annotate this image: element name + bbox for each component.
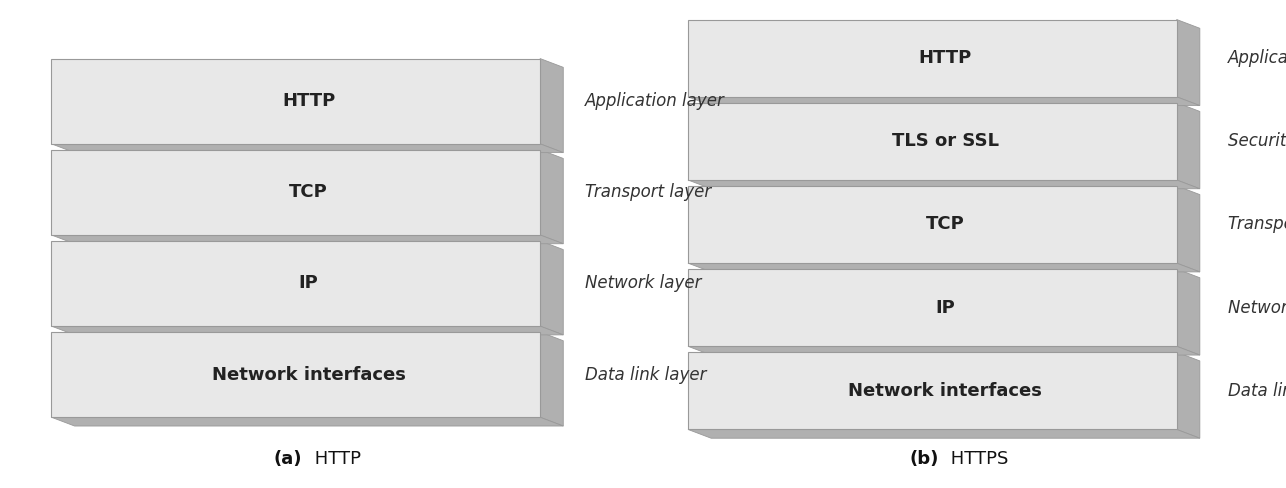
Text: Network interfaces: Network interfaces: [212, 366, 405, 384]
Polygon shape: [688, 97, 1200, 105]
Text: Security layer: Security layer: [1228, 132, 1286, 150]
Polygon shape: [688, 429, 1200, 438]
Polygon shape: [1177, 352, 1200, 438]
Bar: [688, 186, 1177, 263]
Text: TCP: TCP: [289, 183, 328, 202]
Text: HTTP: HTTP: [309, 450, 360, 468]
Polygon shape: [540, 241, 563, 335]
Text: HTTPS: HTTPS: [945, 450, 1008, 468]
Polygon shape: [688, 346, 1200, 355]
Polygon shape: [1177, 20, 1200, 105]
Polygon shape: [540, 59, 563, 153]
Polygon shape: [51, 417, 563, 426]
Polygon shape: [1177, 186, 1200, 272]
Text: IP: IP: [935, 299, 955, 317]
Polygon shape: [51, 235, 563, 244]
Bar: [51, 150, 540, 235]
Polygon shape: [688, 263, 1200, 272]
Text: Transport layer: Transport layer: [585, 183, 711, 202]
Text: TLS or SSL: TLS or SSL: [891, 132, 999, 150]
Polygon shape: [688, 180, 1200, 189]
Polygon shape: [51, 144, 563, 153]
Text: TCP: TCP: [926, 216, 964, 233]
Polygon shape: [51, 326, 563, 335]
Polygon shape: [540, 332, 563, 426]
Text: Application layer: Application layer: [1228, 49, 1286, 67]
Text: Network layer: Network layer: [1228, 299, 1286, 317]
Text: Transport layer: Transport layer: [1228, 216, 1286, 233]
Polygon shape: [540, 150, 563, 244]
Polygon shape: [1177, 102, 1200, 189]
Bar: [688, 102, 1177, 180]
Text: Data link layer: Data link layer: [1228, 382, 1286, 400]
Bar: [688, 352, 1177, 429]
Text: Network layer: Network layer: [585, 274, 702, 292]
Polygon shape: [1177, 269, 1200, 355]
Text: Network interfaces: Network interfaces: [849, 382, 1042, 400]
Text: IP: IP: [298, 274, 319, 292]
Bar: [51, 332, 540, 417]
Text: (a): (a): [274, 450, 302, 468]
Text: (b): (b): [909, 450, 939, 468]
Text: Data link layer: Data link layer: [585, 366, 706, 384]
Text: Application layer: Application layer: [585, 92, 725, 110]
Bar: [688, 269, 1177, 346]
Text: HTTP: HTTP: [282, 92, 336, 110]
Bar: [688, 20, 1177, 97]
Text: HTTP: HTTP: [918, 49, 972, 67]
Bar: [51, 59, 540, 144]
Bar: [51, 241, 540, 326]
